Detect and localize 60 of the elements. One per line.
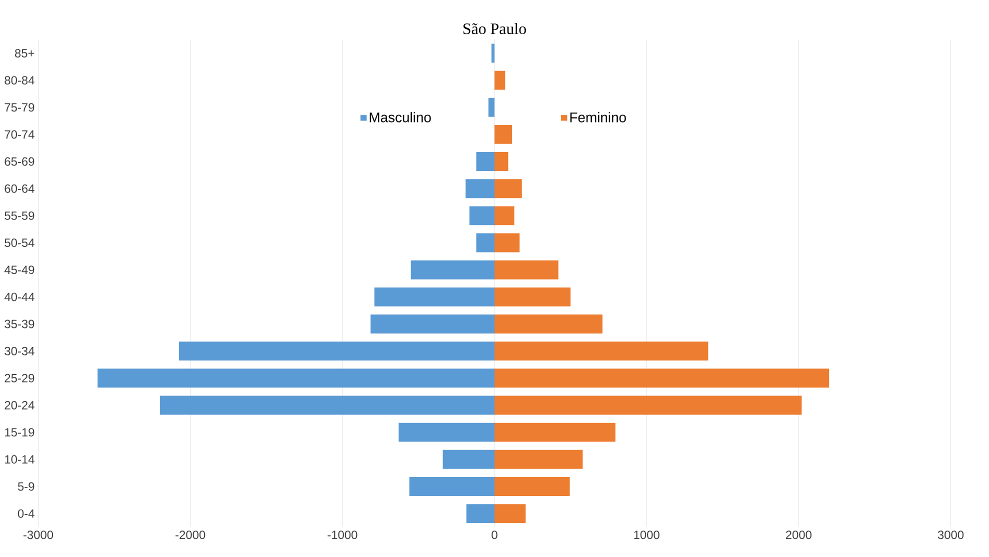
y-tick-label: 70-74 bbox=[4, 130, 34, 139]
y-tick-label: 75-79 bbox=[4, 103, 34, 112]
bar bbox=[410, 260, 495, 280]
bar bbox=[374, 288, 495, 306]
bar bbox=[409, 477, 495, 496]
bar bbox=[491, 44, 495, 63]
y-tick-label: 0-4 bbox=[18, 509, 34, 518]
y-tick-label: 60-64 bbox=[4, 184, 34, 193]
bar bbox=[442, 450, 495, 469]
y-tick-label: 35-39 bbox=[4, 320, 34, 328]
y-tick-label: 30-34 bbox=[4, 346, 34, 356]
y-tick-label: 5-9 bbox=[18, 482, 34, 491]
bar bbox=[178, 342, 495, 361]
bar bbox=[476, 152, 495, 172]
bar bbox=[469, 206, 495, 226]
y-tick-label: 15-19 bbox=[5, 428, 34, 437]
bar bbox=[370, 314, 495, 334]
bar bbox=[494, 314, 602, 334]
bar bbox=[476, 233, 495, 252]
bar bbox=[494, 206, 514, 226]
bar bbox=[494, 342, 708, 361]
bar bbox=[494, 233, 520, 252]
bar bbox=[488, 98, 495, 117]
legend-label: Feminino bbox=[570, 112, 626, 122]
bar bbox=[160, 396, 495, 415]
x-tick-label: -1000 bbox=[328, 530, 358, 540]
x-tick-label: 2000 bbox=[786, 530, 812, 540]
bar bbox=[494, 179, 522, 198]
y-tick-label: 40-44 bbox=[4, 292, 34, 302]
bar bbox=[494, 260, 558, 280]
bar bbox=[494, 368, 830, 388]
bar bbox=[98, 368, 495, 388]
chart-title: São Paulo bbox=[463, 23, 526, 34]
bar bbox=[466, 179, 495, 198]
x-tick-label: -3000 bbox=[24, 530, 54, 540]
x-tick-label: -2000 bbox=[176, 530, 206, 540]
bar bbox=[494, 450, 583, 469]
y-tick-label: 20-24 bbox=[4, 401, 34, 410]
y-tick-label: 25-29 bbox=[4, 374, 34, 382]
bar bbox=[466, 504, 495, 524]
y-tick-label: 65-69 bbox=[4, 157, 34, 166]
x-tick-label: 3000 bbox=[938, 530, 964, 540]
y-tick-label: 10-14 bbox=[5, 455, 34, 464]
x-tick-label: 1000 bbox=[634, 530, 660, 540]
bar bbox=[398, 422, 495, 442]
bar bbox=[494, 477, 570, 496]
y-tick-label: 80-84 bbox=[4, 76, 34, 85]
bar bbox=[494, 288, 571, 306]
y-tick-label: 85+ bbox=[14, 49, 34, 58]
y-tick-label: 55-59 bbox=[4, 212, 34, 220]
bar bbox=[494, 70, 506, 90]
legend-label: Masculino bbox=[370, 112, 431, 122]
bar bbox=[494, 152, 508, 172]
bar bbox=[494, 125, 512, 144]
y-tick-label: 50-54 bbox=[4, 238, 34, 248]
bar bbox=[494, 396, 802, 415]
bar bbox=[494, 422, 616, 442]
x-tick-label: 0 bbox=[492, 530, 498, 540]
bar bbox=[494, 504, 526, 524]
y-tick-label: 45-49 bbox=[4, 266, 34, 274]
